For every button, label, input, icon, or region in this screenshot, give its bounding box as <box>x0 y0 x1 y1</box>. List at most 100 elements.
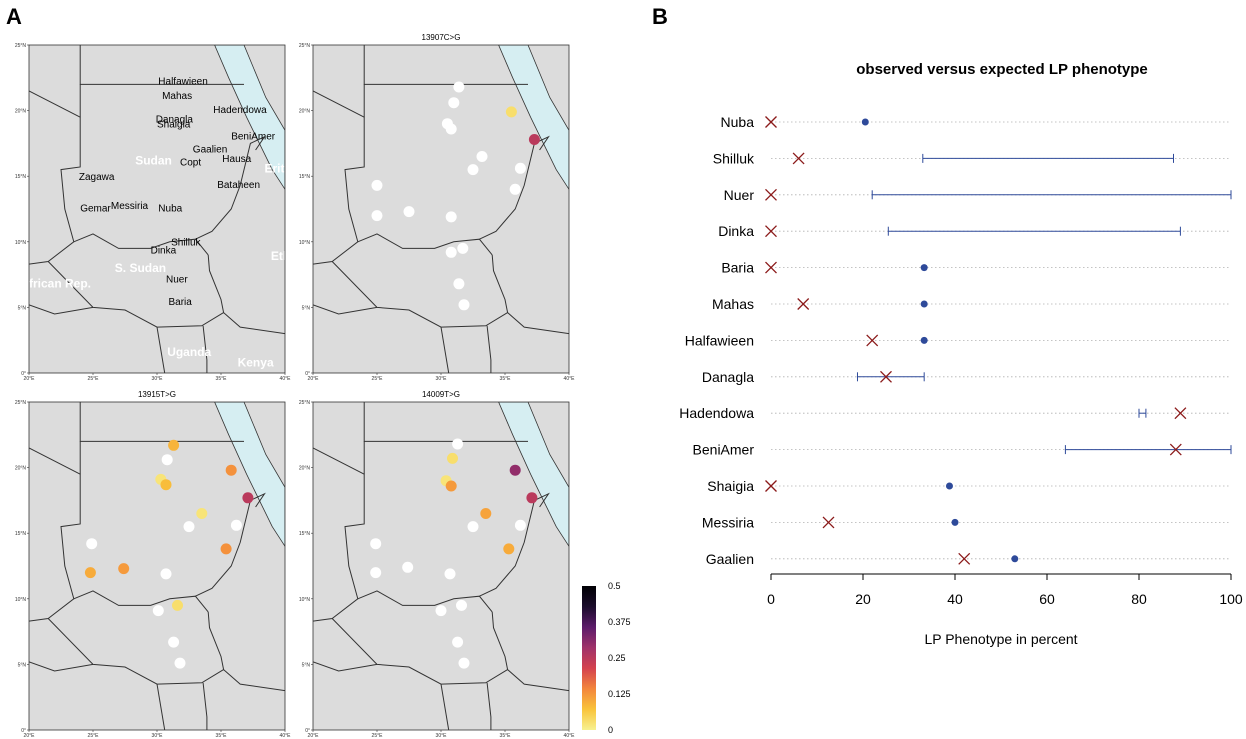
observed-cross <box>797 298 810 310</box>
observed-cross <box>958 552 971 565</box>
population-label: Shilluk <box>171 238 201 249</box>
map-title: 13907C>G <box>422 33 461 42</box>
country-border <box>357 590 493 613</box>
observed-cross <box>880 370 892 383</box>
observed-cross <box>765 261 777 274</box>
red-sea <box>214 45 285 191</box>
frequency-dot <box>505 106 517 118</box>
frequency-dot <box>445 480 457 492</box>
lon-tick-label: 20°E <box>308 376 320 382</box>
frequency-dot <box>402 561 414 573</box>
frequency-dot <box>152 605 164 617</box>
lon-tick-label: 20°E <box>24 733 36 739</box>
category-label: Shilluk <box>713 150 755 166</box>
country-label: Kenya <box>238 355 274 369</box>
population-label: Dinka <box>151 246 177 257</box>
country-border <box>440 684 450 730</box>
frequency-dot <box>458 299 470 311</box>
lon-tick-label: 40°E <box>564 376 576 382</box>
category-label: Baria <box>721 260 754 276</box>
country-label: Uganda <box>167 345 211 359</box>
cross-stroke <box>765 116 777 128</box>
category-label: BeniAmer <box>693 442 755 458</box>
colorbar-tick-label: 0.25 <box>608 653 626 663</box>
frequency-dot <box>230 519 242 531</box>
population-label: Hausa <box>222 154 251 165</box>
lat-tick-label: 5°N <box>18 305 27 311</box>
category-label: Nuba <box>721 114 755 130</box>
frequency-dot <box>161 454 173 466</box>
frequency-dot <box>445 211 457 223</box>
frequency-dot <box>435 605 447 617</box>
country-label: Eritre <box>265 161 297 175</box>
frequency-dot <box>242 492 254 504</box>
country-border <box>479 135 550 240</box>
frequency-dot <box>509 464 521 476</box>
frequency-dot <box>403 206 415 218</box>
category-label: Messiria <box>702 514 754 530</box>
panel-b-dotplot: observed versus expected LP phenotype Nub… <box>679 61 1243 647</box>
country-border <box>195 492 266 597</box>
frequency-dot <box>220 543 232 555</box>
cross-stroke <box>1169 443 1182 456</box>
population-label: Messiria <box>111 201 149 212</box>
colorbar-tick-label: 0.125 <box>608 689 631 699</box>
expected-dot <box>861 118 869 126</box>
country-border <box>47 618 224 685</box>
country-border <box>440 327 450 373</box>
lon-tick-label: 25°E <box>88 376 100 382</box>
frequency-dot <box>514 519 526 531</box>
population-label: Zagawa <box>79 172 115 183</box>
red-sea <box>214 402 285 548</box>
population-label: Danagla <box>156 114 194 125</box>
category-label: Halfawieen <box>685 332 754 348</box>
country-border <box>195 135 266 240</box>
frequency-dot <box>160 479 172 491</box>
lon-tick-label: 30°E <box>152 376 164 382</box>
frequency-dot <box>503 543 515 555</box>
frequency-dot <box>172 599 183 611</box>
country-border <box>156 327 166 373</box>
colorbar-tick-label: 0.375 <box>608 617 631 627</box>
x-tick-label: 0 <box>767 591 775 607</box>
colorbar <box>582 586 596 730</box>
frequency-dot <box>453 81 465 93</box>
country-border <box>313 304 378 315</box>
frequency-dot <box>457 242 469 254</box>
frequency-dot <box>444 568 456 580</box>
frequency-dot <box>445 123 457 135</box>
map-title: 14009T>G <box>422 390 460 399</box>
country-border <box>29 447 81 622</box>
observed-cross <box>1174 407 1187 420</box>
lon-tick-label: 35°E <box>216 376 228 382</box>
colorbar-tick-label: 0.5 <box>608 581 621 591</box>
x-tick-label: 100 <box>1219 591 1243 607</box>
cross-stroke <box>822 516 835 529</box>
frequency-dot <box>458 657 470 669</box>
frequency-dot <box>225 464 237 476</box>
red-sea <box>498 45 569 191</box>
lat-tick-label: 15°N <box>15 174 27 180</box>
map-panel-3: 14009T>G 0° 5°N 10°N 15°N 20°N 25°N 20°E 25°E 30°… <box>299 390 575 739</box>
population-label: Copt <box>180 158 201 169</box>
country-border <box>29 661 94 672</box>
country-label: frican Rep. <box>29 277 91 291</box>
country-border <box>47 261 224 328</box>
country-border <box>156 684 166 730</box>
country-border <box>486 682 492 730</box>
category-label: Danagla <box>702 369 754 385</box>
population-label: Hadendowa <box>213 105 267 116</box>
expected-dot <box>920 300 928 308</box>
cross-stroke <box>866 334 879 347</box>
frequency-dot <box>86 538 98 550</box>
lat-tick-label: 0° <box>305 371 310 377</box>
cross-stroke <box>797 298 810 310</box>
observed-cross <box>822 516 835 529</box>
expected-dot <box>945 482 953 490</box>
lon-tick-label: 30°E <box>152 733 164 739</box>
frequency-dot <box>456 599 467 611</box>
map-panel-1: 13907C>G 0° 5°N 10°N 15°N 20°N 25°N 20°E 25°E 30°… <box>299 33 575 382</box>
red-sea <box>498 402 569 548</box>
lon-tick-label: 40°E <box>280 376 292 382</box>
frequency-dot <box>370 567 382 579</box>
